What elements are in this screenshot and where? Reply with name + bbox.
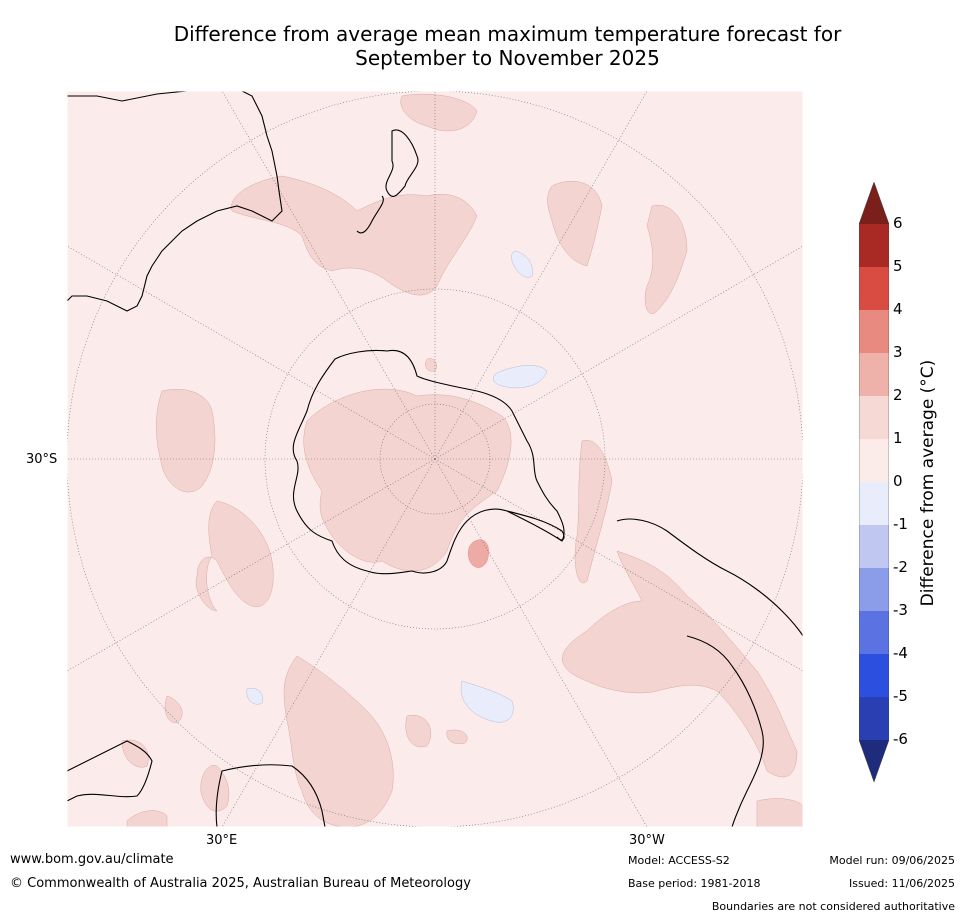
colorbar-tick-m6: -6 <box>893 730 908 748</box>
colorbar-band-m6-m5 <box>859 697 889 740</box>
colorbar-band-m4-m3 <box>859 611 889 654</box>
colorbar-band-4-5 <box>859 267 889 310</box>
new-zealand-south <box>356 195 384 234</box>
colorbar-tick-0: 0 <box>893 472 903 490</box>
anomaly-patches-negative <box>246 250 548 723</box>
anomaly-patch-2-3 <box>468 539 489 568</box>
title-line-2: September to November 2025 <box>355 46 660 70</box>
lon-label-30e: 30°E <box>206 833 238 848</box>
colorbar-tick-m4: -4 <box>893 644 908 662</box>
colorbar-tick-m2: -2 <box>893 558 908 576</box>
lat-label-30s: 30°S <box>26 452 58 467</box>
south-america-coast <box>616 518 803 827</box>
colorbar-band-m2-m1 <box>859 525 889 568</box>
madagascar-coast <box>215 764 326 827</box>
map-title: Difference from average mean maximum tem… <box>0 22 965 70</box>
footer-copyright: © Commonwealth of Australia 2025, Austra… <box>10 876 471 891</box>
colorbar-band-5-6 <box>859 224 889 267</box>
colorbar-tick-m3: -3 <box>893 601 908 619</box>
colorbar-band-1-2 <box>859 396 889 439</box>
title-line-1: Difference from average mean maximum tem… <box>173 22 842 46</box>
colorbar-tick-m5: -5 <box>893 687 908 705</box>
colorbar-band-2-3 <box>859 353 889 396</box>
australia-coast <box>67 91 283 312</box>
colorbar-band-m3-m2 <box>859 568 889 611</box>
colorbar-tick-2: 2 <box>893 386 903 404</box>
colorbar-extend-max <box>859 182 889 224</box>
footer-base-period: Base period: 1981-2018 <box>628 877 761 890</box>
lon-label-30w: 30°W <box>629 833 665 848</box>
colorbar-tick-m1: -1 <box>893 515 908 533</box>
footer-issued: Issued: 11/06/2025 <box>848 877 955 890</box>
anomaly-patches-1-2 <box>121 93 803 827</box>
footer-model: Model: ACCESS-S2 <box>628 854 730 867</box>
south-africa-coast <box>67 740 153 802</box>
footer-disclaimer: Boundaries are not considered authoritat… <box>711 900 955 913</box>
colorbar-tick-3: 3 <box>893 343 903 361</box>
colorbar-tick-5: 5 <box>893 257 903 275</box>
colorbar-band-0-1 <box>859 439 889 482</box>
antarctic-peninsula <box>506 510 565 541</box>
forecast-map <box>67 91 803 827</box>
colorbar-tick-6: 6 <box>893 214 903 232</box>
footer-model-run: Model run: 09/06/2025 <box>829 854 955 867</box>
colorbar-band-m1-0 <box>859 482 889 525</box>
colorbar <box>859 182 889 782</box>
colorbar-tick-1: 1 <box>893 429 903 447</box>
colorbar-extend-min <box>859 740 889 782</box>
footer-url: www.bom.gov.au/climate <box>10 852 174 867</box>
coastlines <box>67 91 803 827</box>
new-zealand-north <box>385 129 419 197</box>
colorbar-band-m5-m4 <box>859 654 889 697</box>
colorbar-band-3-4 <box>859 310 889 353</box>
colorbar-tick-4: 4 <box>893 300 903 318</box>
colorbar-title: Difference from average (°C) <box>918 359 938 607</box>
